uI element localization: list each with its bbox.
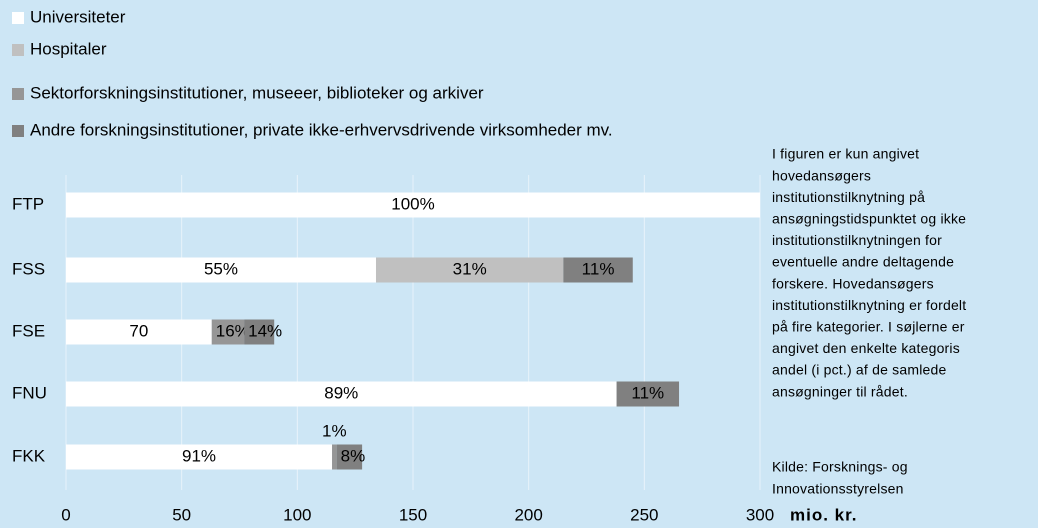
note-line: institutionstilknytning er fordelt xyxy=(772,297,966,313)
legend-label: Andre forskningsinstitutioner, private i… xyxy=(30,120,613,139)
note-line: angivet den enkelte kategoris xyxy=(772,340,960,356)
legend-label: Sektorforskningsinstitutioner, museeer, … xyxy=(30,83,484,102)
bar-segment xyxy=(211,319,245,345)
x-tick-label: 200 xyxy=(514,505,542,524)
data-label: 8% xyxy=(341,446,366,465)
data-label: 55% xyxy=(204,259,238,278)
bar-segment xyxy=(66,192,760,218)
legend-swatch xyxy=(12,125,24,137)
y-tick-label: FNU xyxy=(12,383,47,402)
bar-segment xyxy=(332,444,337,470)
data-label: 16% xyxy=(216,321,250,340)
note-line: ansøgninger til rådet. xyxy=(772,383,908,399)
data-label: 70 xyxy=(129,321,148,340)
bar-segment xyxy=(66,257,376,283)
y-tick-label: FSS xyxy=(12,259,45,278)
y-tick-label: FTP xyxy=(12,194,44,213)
x-tick-label: 150 xyxy=(399,505,427,524)
note-line: på fire kategorier. I søjlerne er xyxy=(772,319,965,335)
bar-segment xyxy=(66,319,212,345)
data-label: 89% xyxy=(324,383,358,402)
note-line: I figuren er kun angivet xyxy=(772,146,919,162)
data-label: 100% xyxy=(391,194,434,213)
y-tick-label: FSE xyxy=(12,321,45,340)
note-line: forskere. Hovedansøgers xyxy=(772,275,934,291)
x-tick-label: 250 xyxy=(630,505,658,524)
legend-swatch xyxy=(12,44,24,56)
x-tick-label: 0 xyxy=(61,505,70,524)
data-label: 11% xyxy=(631,383,664,402)
x-tick-label: 300 xyxy=(746,505,774,524)
bar-segment xyxy=(66,444,333,470)
data-label: 11% xyxy=(582,259,615,278)
bar-segment xyxy=(66,381,617,407)
legend-label: Hospitaler xyxy=(30,39,107,58)
note-line: ansøgningstidspunktet og ikke xyxy=(772,211,966,227)
legend-swatch xyxy=(12,88,24,100)
data-label: 31% xyxy=(453,259,487,278)
legend-swatch xyxy=(12,12,24,24)
bar-segment xyxy=(375,257,564,283)
bar-segment xyxy=(336,444,363,470)
note-line: institutionstilknytningen for xyxy=(772,232,942,248)
data-label: 14% xyxy=(248,321,282,340)
bar-segment xyxy=(616,381,680,407)
legend-label: Universiteter xyxy=(30,7,126,26)
y-tick-label: FKK xyxy=(12,446,46,465)
bar-segment xyxy=(563,257,633,283)
x-axis-label: mio. kr. xyxy=(790,505,858,524)
source-line: Kilde: Forsknings- og xyxy=(772,459,908,475)
bar-segment xyxy=(244,319,275,345)
x-tick-label: 100 xyxy=(283,505,311,524)
data-label: 91% xyxy=(182,446,216,465)
note-line: hovedansøgers xyxy=(772,167,871,183)
source-line: Innovationsstyrelsen xyxy=(772,480,904,496)
note-line: eventuelle andre deltagende xyxy=(772,254,954,270)
note-line: andel (i pct.) af de samlede xyxy=(772,362,946,378)
data-label: 1% xyxy=(322,421,347,440)
x-tick-label: 50 xyxy=(172,505,191,524)
note-line: institutionstilknytning på xyxy=(772,189,925,205)
